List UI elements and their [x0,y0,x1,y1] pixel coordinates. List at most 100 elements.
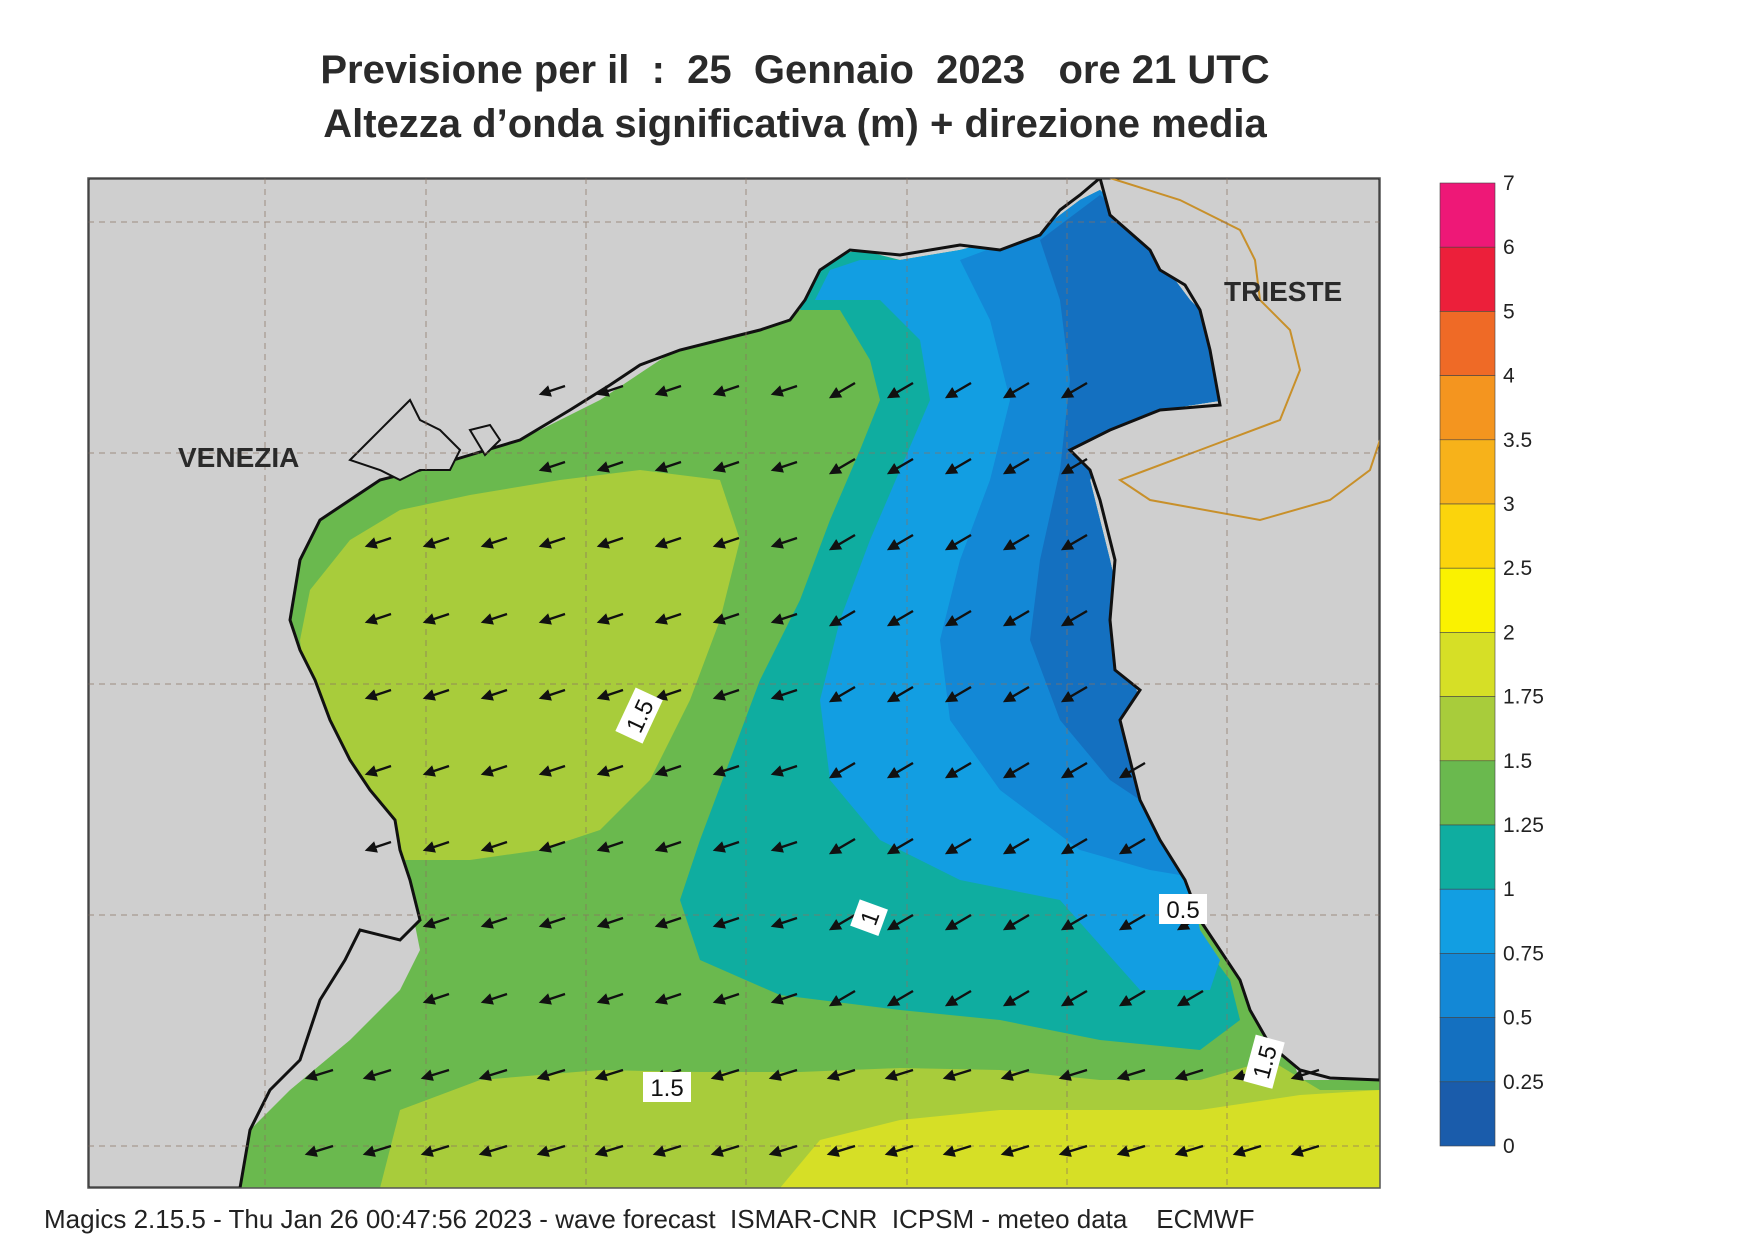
direction-arrow [596,460,624,473]
direction-arrow [828,457,856,475]
direction-arrow [480,612,508,625]
colorbar-swatch [1439,1081,1496,1147]
direction-arrow [1000,1144,1030,1157]
direction-arrow [538,840,566,853]
direction-arrow [596,840,624,853]
colorbar-label: 7 [1503,172,1515,195]
direction-arrow [1060,457,1088,475]
colorbar-label: 1.25 [1503,814,1544,837]
direction-arrow [304,1068,334,1081]
direction-arrow [944,761,972,779]
direction-arrow [768,1068,798,1081]
direction-arrow [480,688,508,701]
colorbar-swatch [1439,1017,1496,1083]
direction-arrow [420,1068,450,1081]
direction-arrow [1058,1144,1088,1157]
direction-arrow [944,837,972,855]
direction-arrow [1060,609,1088,627]
contour-label-0.5: 0.5 [1159,894,1207,924]
direction-arrow [594,1068,624,1081]
direction-arrow [770,688,798,701]
direction-arrow [654,460,682,473]
colorbar-label: 1 [1503,878,1515,901]
direction-arrow [712,612,740,625]
direction-arrow [1002,913,1030,931]
direction-arrow [1232,1144,1262,1157]
direction-arrow [422,916,450,929]
sea-zone-1.75-west [300,470,740,860]
direction-arrow [1058,1068,1088,1081]
colorbar-swatch [1439,567,1496,633]
direction-arrow [886,837,914,855]
colorbar-label: 0.25 [1503,1071,1544,1094]
direction-arrow [478,1144,508,1157]
direction-arrow [596,612,624,625]
colorbar-swatch [1439,375,1496,441]
colorbar-swatch [1439,503,1496,569]
colorbar-label: 0.75 [1503,942,1544,965]
direction-arrow [538,688,566,701]
direction-arrow [422,688,450,701]
direction-arrow [770,612,798,625]
direction-arrow [1060,913,1088,931]
contour-label-1: 1 [850,899,888,936]
direction-arrow [886,913,914,931]
direction-arrow [538,536,566,549]
colorbar-swatch [1439,760,1496,826]
direction-arrow [712,840,740,853]
direction-arrow [596,688,624,701]
direction-arrow [364,612,392,625]
direction-arrow [1290,1068,1320,1081]
direction-arrow [944,913,972,931]
direction-arrow [422,536,450,549]
direction-arrow [538,612,566,625]
direction-arrow [826,1144,856,1157]
direction-arrow [712,536,740,549]
direction-arrow [480,992,508,1005]
direction-arrow [1002,381,1030,399]
direction-arrow [652,1144,682,1157]
direction-arrow [1060,381,1088,399]
colorbar: 7 6 5 4 3.5 3 2.5 2 1.75 1.5 1.25 1 0.75 0.5 0.25 0 [1439,172,1544,1158]
direction-arrow [1060,685,1088,703]
direction-arrow [712,764,740,777]
direction-arrow [1118,913,1146,931]
direction-arrow [770,992,798,1005]
direction-arrow [1060,837,1088,855]
colorbar-label: 3.5 [1503,429,1532,452]
direction-arrow [944,609,972,627]
direction-arrow [538,384,566,397]
colorbar-swatch [1439,888,1496,954]
colorbar-swatch [1439,439,1496,505]
colorbar-label: 4 [1503,365,1515,388]
direction-arrow [712,688,740,701]
direction-arrow [828,381,856,399]
direction-arrow [828,989,856,1007]
direction-arrow [1002,837,1030,855]
lagoon-islands [348,398,502,482]
direction-arrow [712,384,740,397]
sea-zone-2-south [780,1090,1380,1188]
direction-arrow [536,1068,566,1081]
direction-arrow [1176,989,1204,1007]
direction-arrow [828,837,856,855]
direction-arrow [596,536,624,549]
direction-arrow [422,764,450,777]
colorbar-label: 1.75 [1503,686,1544,709]
direction-arrow [942,1068,972,1081]
direction-arrow [536,1144,566,1157]
direction-arrow [364,536,392,549]
colorbar-swatch [1439,953,1496,1018]
direction-arrow [362,1068,392,1081]
direction-arrow [886,989,914,1007]
direction-arrow [712,992,740,1005]
direction-arrow [364,764,392,777]
direction-arrow [422,992,450,1005]
direction-arrow [826,1068,856,1081]
direction-arrow [1002,457,1030,475]
direction-arrow [1116,1068,1146,1081]
direction-arrow [886,761,914,779]
direction-arrow [828,533,856,551]
direction-arrow [1000,1068,1030,1081]
direction-arrow [654,688,682,701]
